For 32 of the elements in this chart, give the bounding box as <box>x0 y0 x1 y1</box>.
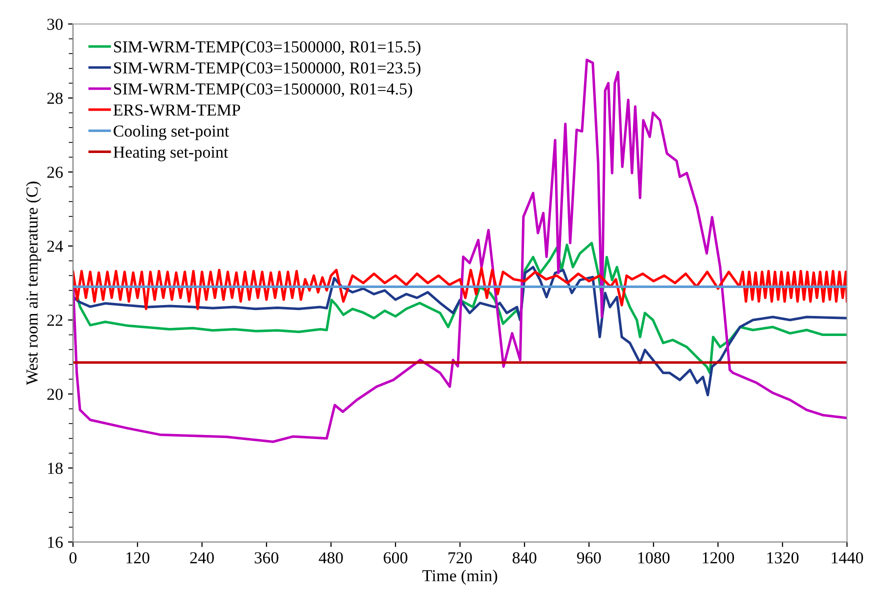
y-tick-label: 28 <box>47 92 63 104</box>
x-tick-label: 1440 <box>832 552 864 564</box>
y-tick-label: 24 <box>47 240 64 252</box>
legend-label: SIM-WRM-TEMP(C03=1500000, R01=4.5) <box>114 82 412 98</box>
legend-label: Heating set-point <box>113 146 228 162</box>
x-tick-label: 1080 <box>638 552 670 564</box>
legend-label: ERS-WRM-TEMP <box>113 104 240 116</box>
y-tick-label: 20 <box>47 388 63 400</box>
line-series <box>73 58 847 443</box>
legend-label: SIM-WRM-TEMP(C03=1500000, R01=23.5) <box>114 62 420 77</box>
x-tick-label: 480 <box>318 552 343 564</box>
y-axis-title: West room air temperature (C) <box>26 182 42 386</box>
y-tick-label: 22 <box>47 314 62 326</box>
x-tick-label: 840 <box>512 552 536 564</box>
y-tick-label: 18 <box>48 462 63 474</box>
x-tick-label: 360 <box>254 552 278 564</box>
line-series <box>73 266 847 310</box>
x-tick-label: 0 <box>69 552 77 564</box>
legend-label: Cooling set-point <box>114 124 230 140</box>
x-axis-title: Time (min) <box>422 570 498 585</box>
line-series <box>73 266 847 396</box>
x-tick-label: 960 <box>577 552 601 564</box>
legend-label: SIM-WRM-TEMP(C03=1500000, R01=15.5) <box>114 40 420 56</box>
x-tick-label: 240 <box>190 552 214 564</box>
x-tick-label: 720 <box>448 552 472 564</box>
x-tick-label: 600 <box>384 552 408 564</box>
x-tick-label: 1200 <box>702 552 734 564</box>
y-tick-label: 16 <box>48 536 63 548</box>
x-tick-label: 120 <box>126 552 150 564</box>
y-tick-label: 30 <box>47 18 63 30</box>
x-tick-label: 1320 <box>767 552 799 564</box>
y-tick-label: 26 <box>47 166 63 178</box>
